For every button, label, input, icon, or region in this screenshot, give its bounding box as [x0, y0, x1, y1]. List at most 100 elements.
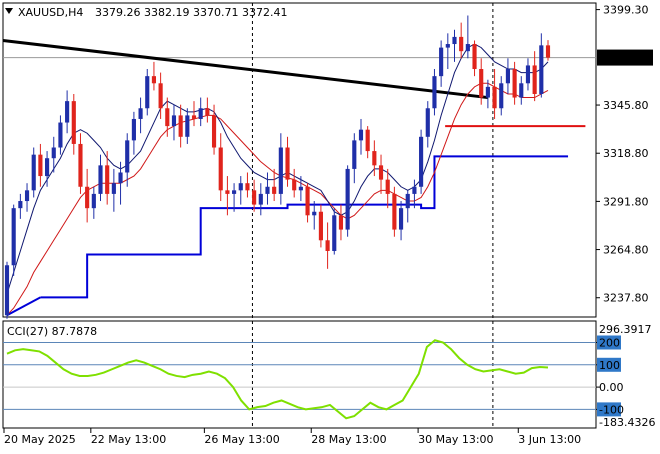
cci-axis-bottom-label: -183.4326: [599, 416, 655, 429]
candle-body-40: [272, 186, 277, 194]
candle-body-0: [4, 265, 10, 316]
cci-layer: 200 100 0.00 -100 296.3917 -183.4326 CCI(27) 8…: [3, 323, 655, 429]
last-price-tag-label: 3372.41: [600, 52, 646, 65]
cci-level-tag-label-3: -100: [599, 403, 624, 416]
candle-body-32: [218, 147, 223, 191]
candle-body-18: [125, 140, 130, 173]
cci-level-label-2: 0.00: [599, 381, 624, 394]
candle-body-74: [499, 83, 504, 109]
cci-panel-frame: [2, 320, 597, 429]
candle-body-26: [178, 115, 183, 137]
candle-body-31: [211, 115, 217, 148]
candle-body-19: [131, 118, 136, 141]
price-axis: 3399.30 3345.80 3318.80 3291.80 3264.80 3237.…: [596, 4, 653, 305]
slow-ma-line: [6, 82, 549, 316]
candle-body-49: [332, 215, 337, 251]
support-step-line: [40, 155, 569, 299]
candle-body-62: [419, 136, 424, 187]
ohlc-label: 3379.26 3382.19 3370.71 3372.41: [95, 6, 287, 19]
cci-indicator-label: CCI(27) 87.7878: [7, 325, 97, 338]
candle-body-13: [91, 193, 96, 209]
candle-body-28: [191, 115, 197, 119]
candle-body-57: [385, 179, 390, 194]
candle-body-6: [45, 158, 50, 177]
candle-body-50: [338, 215, 344, 230]
candle-body-69: [465, 44, 470, 52]
price-tick-label-3: 3291.80: [603, 195, 649, 208]
candle-body-43: [292, 179, 297, 191]
candle-body-66: [445, 44, 450, 48]
candle-body-17: [118, 172, 123, 184]
last-price-tag: [597, 49, 653, 66]
candle-body-71: [479, 69, 484, 98]
candle-body-39: [265, 186, 270, 194]
candle-body-29: [198, 108, 203, 119]
price-overlays: [2, 38, 586, 317]
candle-body-8: [58, 122, 63, 148]
candle-series: [4, 15, 551, 319]
candle-body-25: [171, 115, 177, 127]
candle-body-45: [305, 186, 310, 216]
candle-body-30: [205, 108, 210, 116]
trendline: [2, 38, 489, 100]
cci-level-tag-3: [597, 402, 621, 417]
candle-body-51: [345, 168, 350, 230]
x-tick-label-1: 22 May 13:00: [91, 433, 166, 446]
candle-body-2: [18, 201, 23, 209]
price-panel-frame: [2, 2, 597, 318]
candle-body-46: [312, 211, 317, 216]
price-tick-label-1: 3345.80: [603, 99, 649, 112]
candle-body-37: [252, 190, 257, 205]
candle-body-61: [412, 186, 417, 194]
price-tick-label-0: 3399.30: [603, 4, 649, 17]
candle-body-11: [78, 143, 83, 187]
candle-body-64: [432, 76, 437, 109]
candle-body-48: [325, 240, 330, 251]
cci-axis-top-label: 296.3917: [599, 323, 652, 336]
candle-body-79: [532, 65, 537, 94]
candle-body-55: [372, 151, 377, 166]
candle-body-63: [425, 108, 430, 137]
candle-body-1: [11, 208, 16, 266]
candle-body-15: [105, 165, 110, 194]
candle-body-5: [38, 154, 43, 177]
candle-body-21: [145, 76, 150, 109]
cci-level-tag-1: [597, 357, 621, 372]
candle-body-59: [398, 208, 404, 230]
candle-body-24: [165, 108, 170, 127]
candle-body-77: [519, 83, 524, 98]
candle-body-56: [378, 165, 384, 180]
candle-body-76: [512, 69, 517, 98]
dropdown-arrow-icon[interactable]: [5, 8, 13, 14]
candle-body-60: [405, 193, 410, 209]
x-tick-label-4: 30 May 13:00: [418, 433, 493, 446]
cci-line: [6, 339, 549, 420]
candle-body-73: [492, 86, 497, 109]
candle-body-27: [185, 115, 190, 137]
candle-body-67: [452, 36, 457, 45]
candle-body-7: [51, 147, 56, 159]
candle-body-10: [71, 101, 76, 144]
candle-body-20: [138, 108, 143, 119]
candle-body-38: [258, 193, 263, 205]
x-tick-label-0: 20 May 2025: [4, 433, 76, 446]
candle-body-52: [352, 140, 357, 169]
candle-body-75: [505, 69, 510, 84]
candle-body-70: [472, 44, 477, 70]
candle-body-72: [485, 86, 490, 98]
candle-body-58: [392, 193, 397, 230]
candle-body-4: [31, 154, 36, 191]
candle-body-9: [65, 101, 70, 123]
price-grid: [3, 3, 596, 428]
cci-level-tag-0: [597, 335, 621, 350]
x-tick-label-3: 28 May 13:00: [311, 433, 386, 446]
candle-body-41: [278, 147, 283, 194]
candle-body-36: [245, 183, 250, 191]
x-tick-label-2: 26 May 13:00: [204, 433, 279, 446]
candle-body-14: [98, 165, 103, 194]
fast-ma-line: [6, 43, 549, 294]
candle-body-42: [285, 147, 290, 180]
candle-body-54: [365, 129, 370, 152]
